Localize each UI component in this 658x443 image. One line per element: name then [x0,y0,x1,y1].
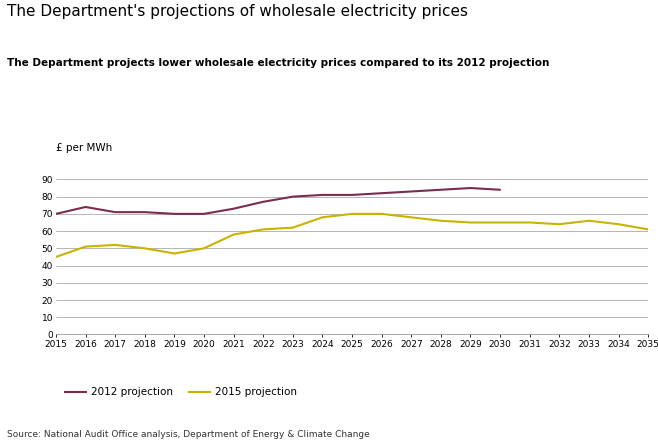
Text: The Department projects lower wholesale electricity prices compared to its 2012 : The Department projects lower wholesale … [7,58,549,68]
Legend: 2012 projection, 2015 projection: 2012 projection, 2015 projection [61,383,301,401]
Text: Source: National Audit Office analysis, Department of Energy & Climate Change: Source: National Audit Office analysis, … [7,430,369,439]
Text: The Department's projections of wholesale electricity prices: The Department's projections of wholesal… [7,4,468,19]
Text: £ per MWh: £ per MWh [56,143,112,153]
